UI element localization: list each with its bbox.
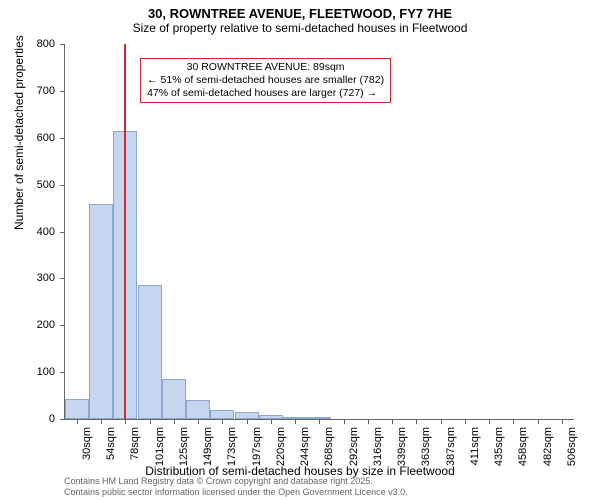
y-tick-mark	[60, 185, 65, 186]
x-tick-label: 411sqm	[469, 427, 481, 465]
histogram-bar	[138, 285, 162, 419]
x-tick-mark	[271, 419, 272, 424]
x-tick-mark	[174, 419, 175, 424]
x-tick-mark	[77, 419, 78, 424]
y-tick-mark	[60, 278, 65, 279]
x-tick-label: 268sqm	[323, 427, 335, 466]
annotation-line: 30 ROWNTREE AVENUE: 89sqm	[147, 61, 384, 74]
x-tick-label: 458sqm	[517, 427, 529, 466]
y-tick-mark	[60, 232, 65, 233]
x-tick-label: 363sqm	[420, 427, 432, 466]
x-tick-label: 482sqm	[542, 427, 554, 466]
marker-line	[124, 44, 126, 419]
x-tick-mark	[489, 419, 490, 424]
y-tick-mark	[60, 325, 65, 326]
x-tick-label: 54sqm	[105, 427, 117, 460]
x-tick-mark	[513, 419, 514, 424]
y-tick-mark	[60, 372, 65, 373]
x-tick-mark	[295, 419, 296, 424]
page-subtitle: Size of property relative to semi-detach…	[0, 21, 600, 35]
x-tick-mark	[562, 419, 563, 424]
annotation-line: ← 51% of semi-detached houses are smalle…	[147, 74, 384, 87]
x-tick-mark	[125, 419, 126, 424]
x-tick-mark	[344, 419, 345, 424]
x-tick-mark	[319, 419, 320, 424]
x-tick-label: 197sqm	[251, 427, 263, 466]
x-tick-mark	[198, 419, 199, 424]
x-tick-label: 173sqm	[226, 427, 238, 466]
annotation-line: 47% of semi-detached houses are larger (…	[147, 87, 384, 100]
x-tick-mark	[222, 419, 223, 424]
x-tick-mark	[368, 419, 369, 424]
histogram-bar	[65, 399, 89, 419]
credit-line-2: Contains public sector information licen…	[64, 487, 408, 498]
histogram-bar	[162, 379, 186, 419]
x-tick-mark	[441, 419, 442, 424]
x-tick-label: 316sqm	[372, 427, 384, 466]
x-tick-label: 30sqm	[81, 427, 93, 460]
page-title: 30, ROWNTREE AVENUE, FLEETWOOD, FY7 7HE	[0, 6, 600, 21]
y-tick-mark	[60, 91, 65, 92]
x-tick-label: 125sqm	[178, 427, 190, 466]
credit-line-1: Contains HM Land Registry data © Crown c…	[64, 476, 408, 487]
x-tick-mark	[101, 419, 102, 424]
histogram-bar	[210, 410, 234, 419]
x-tick-label: 78sqm	[129, 427, 141, 460]
x-tick-mark	[538, 419, 539, 424]
x-tick-mark	[392, 419, 393, 424]
annotation-box: 30 ROWNTREE AVENUE: 89sqm← 51% of semi-d…	[140, 58, 391, 103]
x-tick-mark	[150, 419, 151, 424]
x-tick-label: 101sqm	[154, 427, 166, 466]
y-tick-mark	[60, 419, 65, 420]
x-tick-label: 387sqm	[445, 427, 457, 466]
y-tick-mark	[60, 138, 65, 139]
histogram-chart: 010020030040050060070080030sqm54sqm78sqm…	[64, 44, 574, 420]
x-tick-label: 244sqm	[299, 427, 311, 466]
x-tick-label: 339sqm	[396, 427, 408, 466]
y-tick-mark	[60, 44, 65, 45]
x-tick-label: 220sqm	[275, 427, 287, 466]
credits: Contains HM Land Registry data © Crown c…	[64, 476, 408, 498]
x-tick-mark	[416, 419, 417, 424]
histogram-bar	[186, 400, 210, 419]
histogram-bar	[89, 204, 113, 419]
x-tick-label: 149sqm	[202, 427, 214, 466]
x-tick-label: 435sqm	[493, 427, 505, 466]
y-axis-label: Number of semi-detached properties	[12, 35, 26, 230]
x-tick-label: 506sqm	[566, 427, 578, 466]
x-tick-label: 292sqm	[348, 427, 360, 466]
x-tick-mark	[247, 419, 248, 424]
x-tick-mark	[465, 419, 466, 424]
